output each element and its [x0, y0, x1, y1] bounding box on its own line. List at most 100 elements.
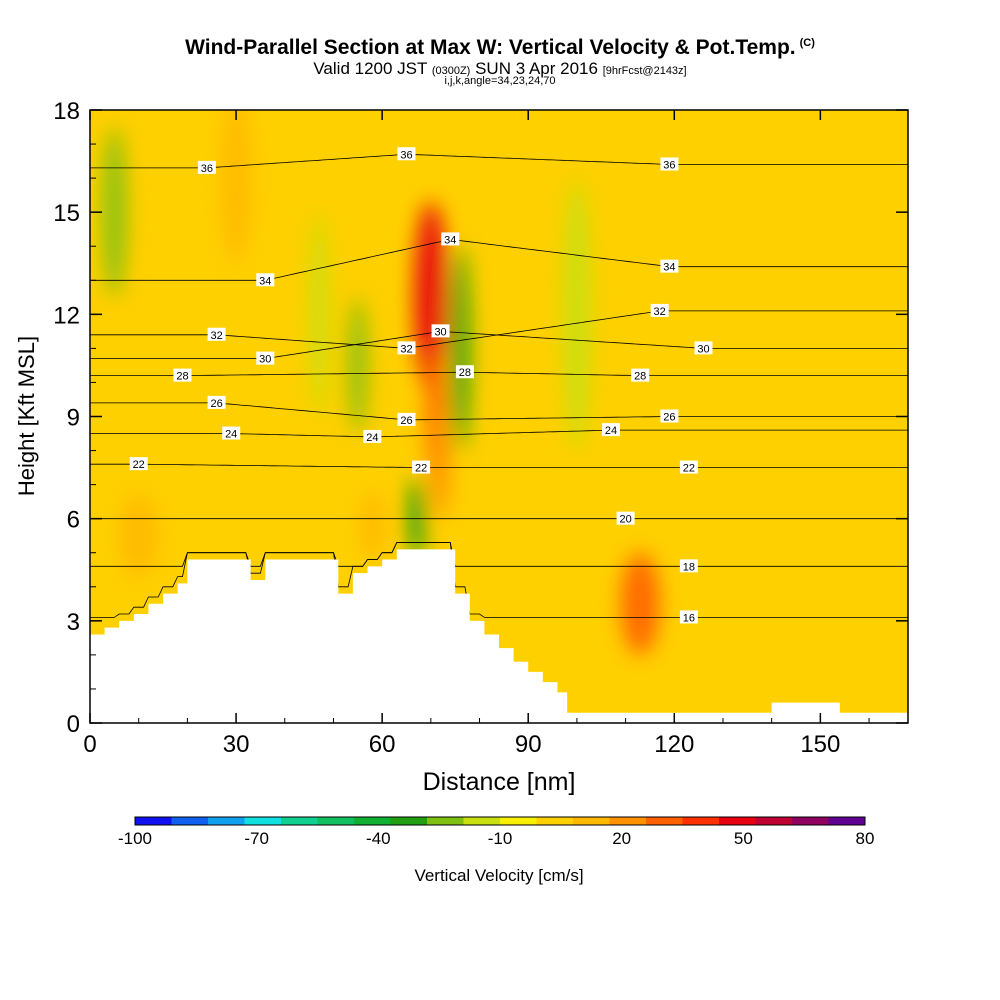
colorbar-swatch — [609, 817, 647, 825]
x-tick-label: 0 — [83, 731, 96, 758]
contour-label-21: 22 — [129, 457, 148, 471]
theta-contour-26 — [90, 402, 908, 421]
contour-label-14: 28 — [631, 368, 650, 383]
velocity-feature-10 — [348, 297, 368, 434]
contour-label-bg — [631, 368, 650, 382]
colorbar-swatch — [682, 817, 720, 825]
terrain-mask — [90, 549, 908, 723]
colorbar-tick-label: -70 — [244, 829, 269, 848]
velocity-feature-3 — [620, 552, 660, 655]
velocity-feature-4 — [221, 110, 251, 264]
contour-label-text: 34 — [444, 234, 456, 246]
colorbar-swatch — [208, 817, 245, 825]
colorbar-swatch — [244, 817, 282, 825]
x-tick-label: 90 — [515, 731, 542, 758]
colorbar-swatch — [354, 817, 391, 825]
x-tick-label: 30 — [223, 731, 250, 758]
velocity-feature-12 — [562, 178, 592, 451]
contour-label-text: 18 — [683, 561, 695, 573]
contour-label-bg — [679, 559, 698, 573]
theta-contour-36 — [90, 153, 908, 169]
forecast-info: [9hrFcst@2143z] — [602, 65, 687, 77]
contour-label-11: 30 — [694, 341, 713, 355]
y-axis-label: Height [Kft MSL] — [14, 336, 39, 496]
contour-label-bg — [197, 160, 216, 174]
contour-label-18: 24 — [222, 426, 241, 441]
contour-label-bg — [441, 232, 460, 246]
contour-label-bg — [129, 457, 148, 471]
contour-label-5: 34 — [660, 259, 679, 274]
contour-label-text: 22 — [415, 463, 427, 475]
valid-date: SUN 3 Apr 2016 — [475, 59, 598, 78]
colorbar: -100 -70 -40 -10 20 50 80 — [118, 816, 874, 848]
contour-label-text: 22 — [683, 463, 695, 475]
contour-label-3: 34 — [441, 232, 460, 246]
contour-label-bg — [256, 351, 275, 365]
x-axis: 0 30 60 90 120 150 — [83, 110, 870, 758]
colorbar-swatch — [573, 817, 610, 825]
contour-label-text: 16 — [683, 612, 695, 624]
x-tick-label: 150 — [800, 731, 840, 758]
colorbar-tick-label: 50 — [734, 829, 753, 848]
colorbar-swatch — [463, 817, 501, 825]
x-axis-label: Distance [nm] — [423, 768, 576, 796]
velocity-feature-7 — [450, 246, 470, 451]
contour-label-text: 34 — [259, 275, 271, 287]
velocity-field — [102, 110, 660, 655]
contour-label-bg — [616, 511, 635, 525]
contour-label-25: 18 — [679, 559, 698, 573]
contour-label-bg — [660, 409, 679, 423]
contour-label-bg — [679, 460, 698, 474]
contour-label-bg — [222, 426, 241, 440]
contour-label-bg — [207, 327, 226, 341]
copyright-mark: (C) — [799, 37, 815, 49]
contour-label-23: 22 — [679, 460, 698, 475]
contour-label-9: 30 — [431, 324, 450, 338]
theta-contours — [90, 153, 908, 618]
velocity-feature-11 — [309, 212, 329, 417]
colorbar-swatch — [135, 817, 172, 825]
velocity-feature-9 — [102, 127, 127, 298]
contour-label-bg — [397, 412, 416, 426]
y-tick-label: 15 — [53, 200, 80, 227]
contour-label-bg — [694, 341, 713, 355]
plot-area — [90, 110, 908, 723]
y-tick-label: 3 — [67, 609, 80, 636]
contour-label-text: 36 — [201, 163, 213, 175]
contour-label-text: 28 — [176, 371, 188, 383]
contour-label-bg — [601, 423, 620, 437]
contour-label-text: 30 — [434, 326, 446, 338]
colorbar-swatch — [755, 817, 793, 825]
colorbar-swatch — [317, 817, 355, 825]
chart-title-text: Wind-Parallel Section at Max W: Vertical… — [185, 36, 796, 59]
contour-label-text: 26 — [210, 398, 222, 410]
y-tick-label: 6 — [67, 507, 80, 534]
colorbar-swatch — [390, 817, 428, 825]
colorbar-swatch — [500, 817, 537, 825]
contour-label-text: 24 — [225, 429, 237, 441]
valid-utc: (0300Z) — [431, 65, 471, 77]
contour-label-text: 26 — [663, 412, 675, 424]
contour-label-bg — [660, 157, 679, 171]
y-tick-label: 12 — [53, 302, 80, 329]
colorbar-tick-label: -40 — [366, 829, 391, 848]
contour-label-text: 36 — [663, 159, 675, 171]
contour-label-19: 24 — [363, 429, 382, 444]
contour-label-26: 16 — [679, 610, 698, 624]
contour-label-bg — [397, 147, 416, 161]
contour-label-text: 28 — [459, 367, 471, 379]
colorbar-swatch — [281, 817, 318, 825]
colorbar-swatch — [828, 817, 866, 825]
contour-label-text: 32 — [210, 330, 222, 342]
contour-label-bg — [431, 324, 450, 338]
velocity-feature-5 — [119, 494, 159, 577]
contour-label-15: 26 — [207, 395, 226, 410]
contour-label-text: 20 — [619, 514, 631, 526]
contour-label-8: 32 — [397, 341, 416, 355]
colorbar-swatch — [536, 817, 574, 825]
colorbar-tick-label: -10 — [488, 829, 513, 848]
colorbar-swatch — [427, 817, 464, 825]
contour-label-16: 26 — [397, 412, 416, 427]
chart-title: Wind-Parallel Section at Max W: Vertical… — [0, 36, 1000, 60]
